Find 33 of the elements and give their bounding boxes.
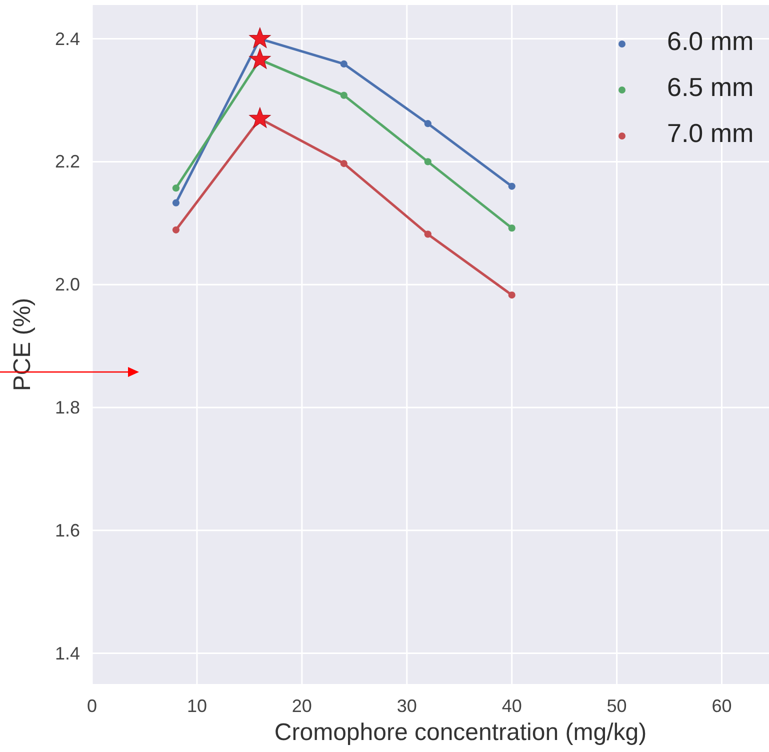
y-tick-label: 2.2 — [54, 152, 80, 172]
point — [249, 28, 271, 48]
x-tick-label: 20 — [292, 696, 312, 716]
y-tick-label: 1.8 — [54, 397, 80, 418]
x-tick-label: 40 — [502, 696, 522, 716]
point — [508, 224, 516, 232]
x-axis-title: Cromophore concentration (mg/kg) — [274, 719, 647, 746]
point — [424, 230, 432, 238]
x-tick-label: 0 — [86, 696, 98, 716]
point — [508, 291, 516, 299]
y-axis-title: PCE (%) — [9, 298, 36, 392]
point — [249, 107, 271, 128]
point — [340, 160, 348, 168]
x-tick-label: 60 — [712, 696, 732, 716]
legend-label: 6.5 mm — [667, 72, 754, 102]
point — [249, 48, 271, 69]
legend-label: 7.0 mm — [667, 118, 754, 148]
point — [172, 199, 180, 206]
point — [172, 184, 180, 192]
legend-label: 6.0 mm — [667, 26, 754, 56]
x-tick-label: 30 — [396, 696, 417, 716]
point — [424, 158, 432, 166]
point — [424, 120, 432, 128]
y-tick-label: 2.4 — [54, 28, 80, 49]
y-tick-label: 1.4 — [54, 643, 80, 664]
point — [340, 92, 348, 99]
x-tick-label: 50 — [606, 696, 627, 716]
point — [508, 182, 516, 190]
y-tick-label: 1.6 — [54, 520, 80, 540]
y-tick-label: 2.0 — [54, 274, 80, 295]
point — [340, 60, 348, 68]
point — [172, 226, 180, 234]
x-tick-label: 10 — [186, 696, 207, 716]
